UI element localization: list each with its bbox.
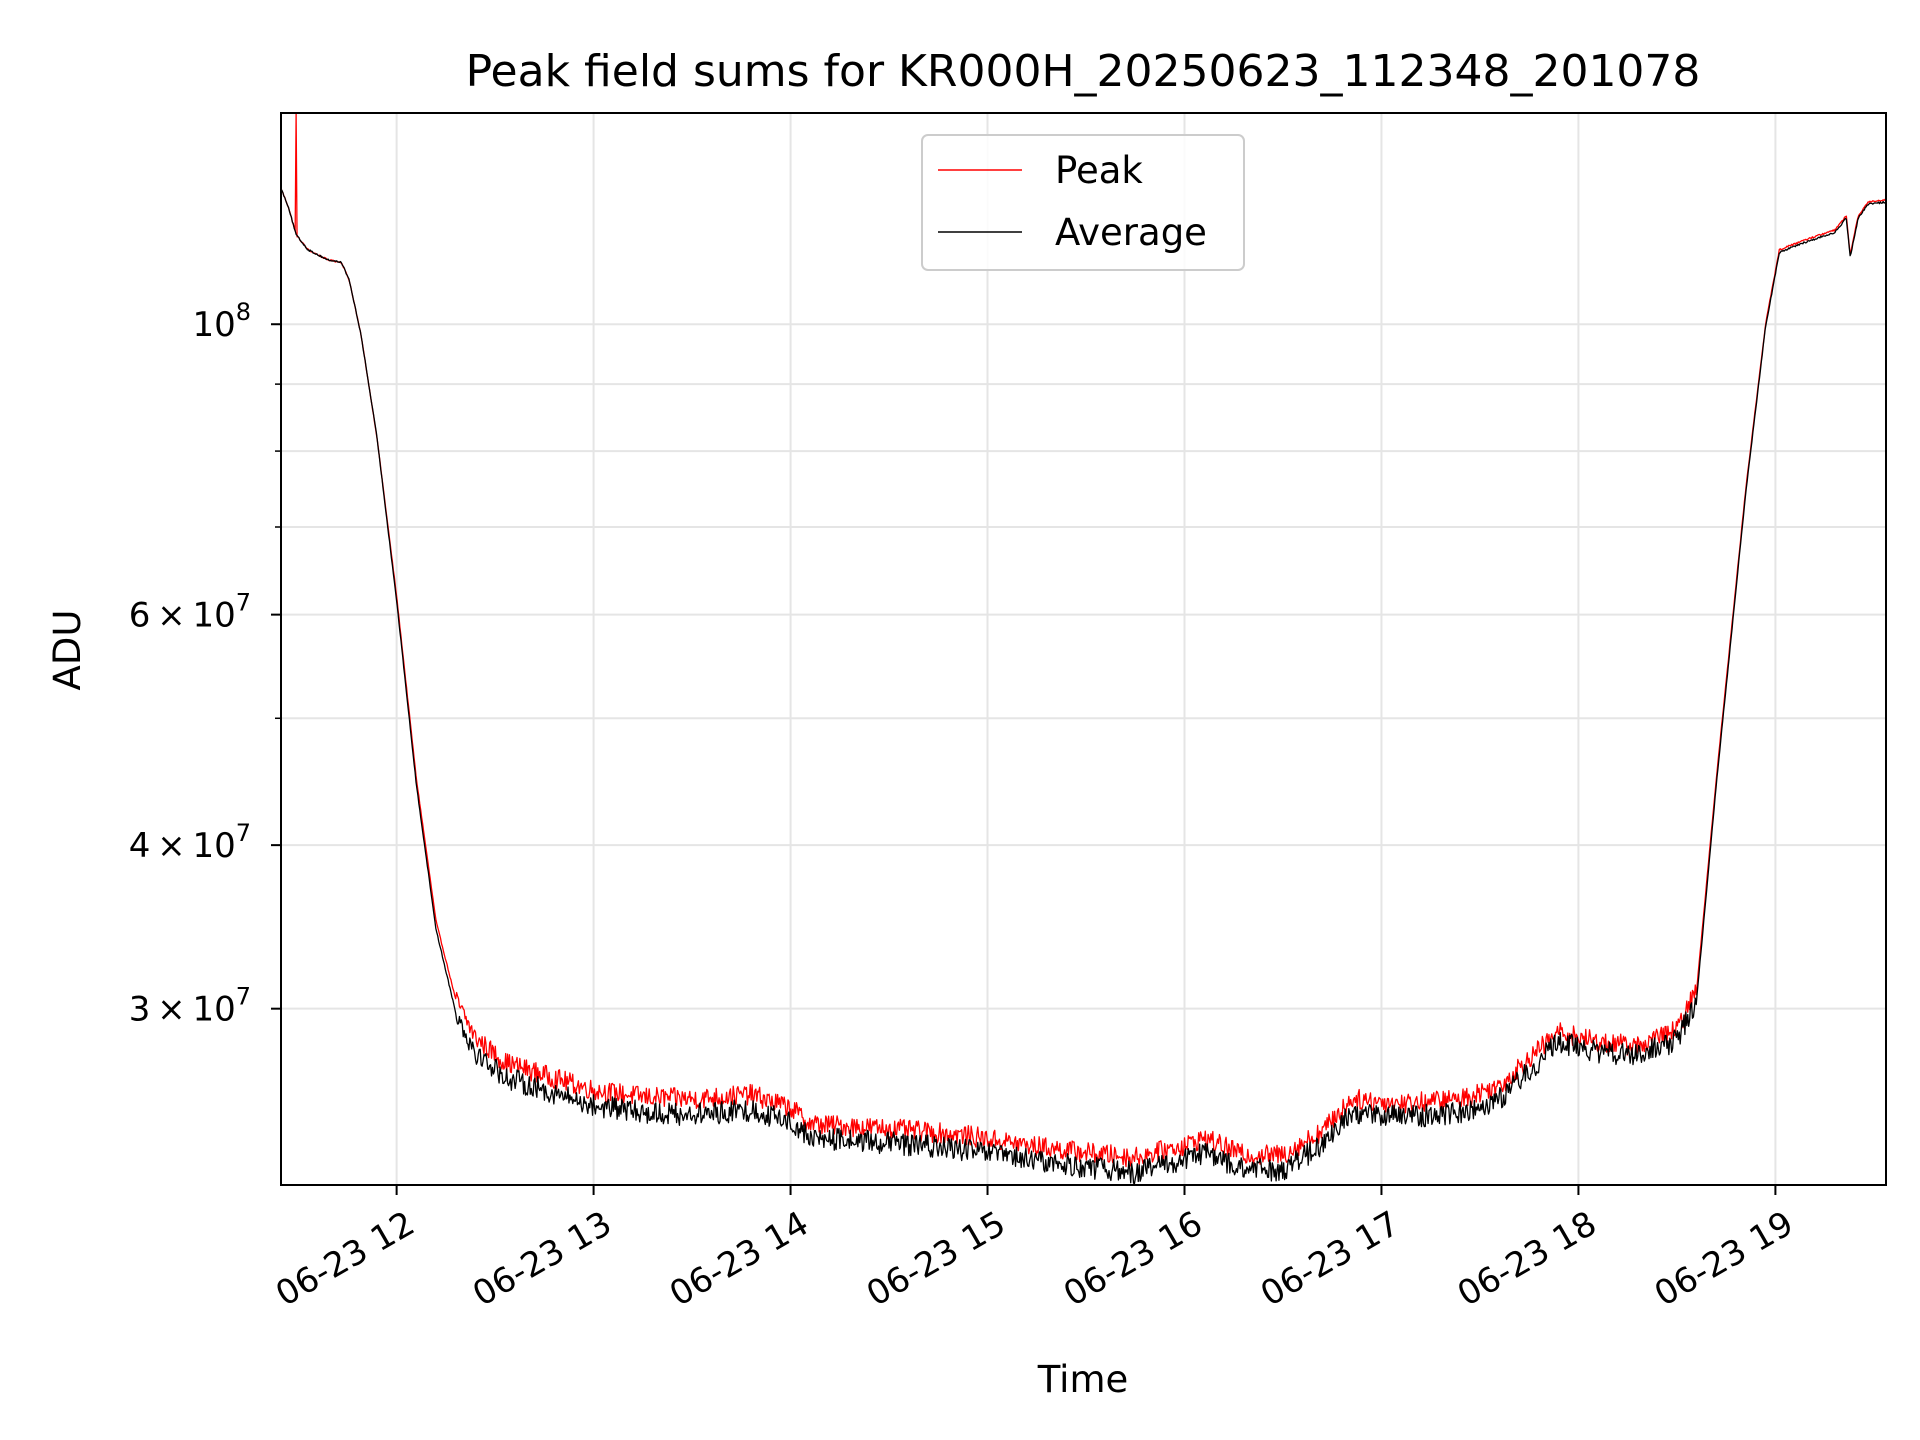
y-tick-base: 10 (192, 826, 235, 866)
y-tick-times: × (150, 990, 192, 1030)
y-tick-mantissa: 4 (129, 826, 151, 866)
y-tick-times: × (150, 596, 192, 636)
y-tick-base: 10 (192, 596, 235, 636)
legend: Peak Average (921, 134, 1245, 271)
y-axis-label: ADU (46, 610, 89, 691)
chart-title: Peak field sums for KR000H_20250623_1123… (466, 46, 1701, 97)
series-lines (281, 113, 1886, 1185)
plot-frame (280, 112, 1887, 1186)
legend-label-peak: Peak (1055, 149, 1143, 192)
y-tick-label: 3 × 107 (129, 983, 251, 1030)
legend-box (921, 134, 1245, 271)
series-line-average (281, 188, 1886, 1185)
y-tick-exponent: 7 (236, 589, 251, 617)
y-tick-label: 4 × 107 (129, 819, 251, 866)
y-tick-exponent: 7 (236, 819, 251, 847)
grid-lines (281, 113, 1886, 1185)
x-axis-label: Time (1037, 1358, 1129, 1401)
series-line-peak (281, 113, 1886, 1168)
y-tick-exponent: 7 (236, 983, 251, 1011)
y-tick-exponent: 8 (236, 298, 251, 326)
y-tick-base: 10 (192, 990, 235, 1030)
y-tick-label: 6 × 107 (129, 589, 251, 636)
legend-label-average: Average (1055, 211, 1207, 254)
y-tick-mantissa: 6 (129, 596, 151, 636)
y-tick-base: 10 (192, 305, 235, 345)
y-tick-times: × (150, 826, 192, 866)
y-tick-mantissa: 3 (129, 990, 151, 1030)
y-tick-label: 108 (192, 298, 251, 345)
